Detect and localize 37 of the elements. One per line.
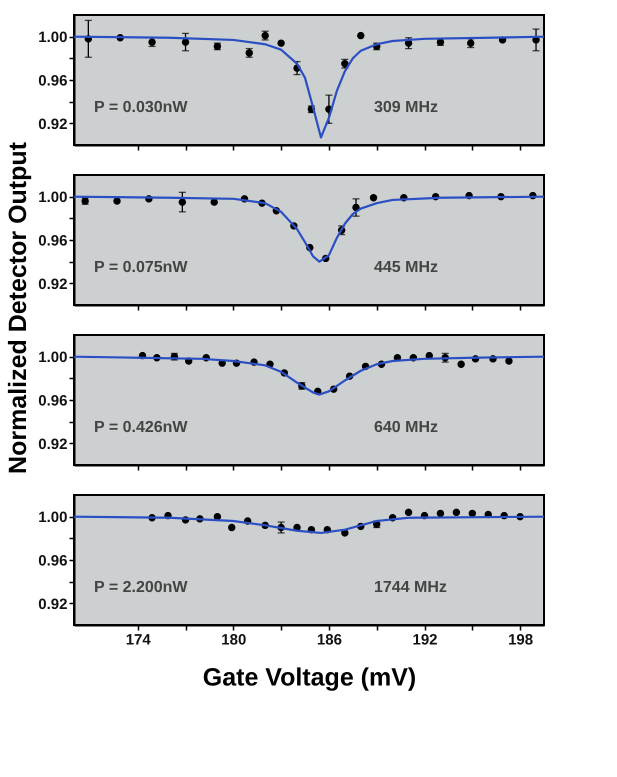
annotation: 445 MHz	[374, 259, 438, 276]
point	[404, 508, 412, 516]
y-tick-label: 0.96	[38, 552, 68, 570]
point	[277, 39, 285, 47]
y-tick-label: 0.96	[38, 392, 68, 410]
point	[436, 510, 444, 518]
x-tick-label: 186	[316, 632, 342, 648]
x-tick-label: 180	[221, 632, 246, 648]
point	[370, 194, 378, 202]
y-tick-label: 0.92	[38, 436, 68, 453]
point	[452, 508, 460, 516]
annotation: P = 2.200nW	[94, 579, 188, 596]
y-tick-label: 1.00	[38, 509, 68, 526]
y-tick-label: 1.00	[38, 189, 68, 206]
y-tick-label: 0.92	[38, 596, 68, 613]
point	[178, 198, 186, 206]
x-tick-label: 174	[126, 632, 152, 648]
annotation: P = 0.030nW	[94, 99, 188, 116]
annotation: P = 0.426nW	[94, 419, 188, 436]
y-axis-title: Normalized Detector Output	[4, 141, 32, 474]
y-tick-label: 1.00	[38, 29, 68, 46]
annotation: 640 MHz	[374, 419, 438, 436]
line-series	[74, 36, 544, 139]
y-tick-label: 0.96	[38, 232, 68, 250]
point	[457, 360, 465, 368]
y-tick-label: 1.00	[38, 349, 68, 366]
x-tick-label: 192	[412, 632, 438, 648]
point	[228, 524, 236, 532]
y-tick-label: 0.92	[38, 116, 68, 133]
x-tick-label: 198	[508, 632, 534, 648]
y-tick-label: 0.96	[38, 72, 68, 90]
annotation: P = 0.075nW	[94, 259, 188, 276]
point	[357, 32, 364, 40]
x-axis-title: Gate Voltage (mV)	[202, 664, 416, 692]
y-tick-label: 0.92	[38, 276, 68, 293]
annotation: 1744 MHz	[374, 579, 447, 596]
annotation: 309 MHz	[374, 99, 438, 116]
